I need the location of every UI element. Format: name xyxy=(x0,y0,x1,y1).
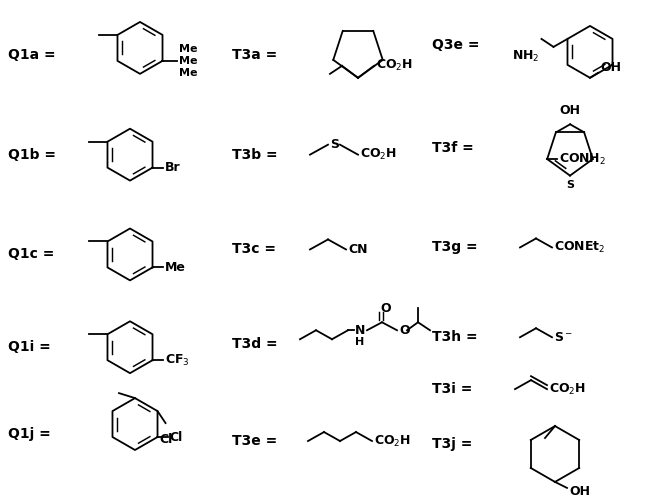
Text: T3a =: T3a = xyxy=(232,48,278,62)
Text: T3j =: T3j = xyxy=(432,437,472,451)
Text: O: O xyxy=(399,324,410,337)
Text: H: H xyxy=(355,337,365,347)
Text: Cl: Cl xyxy=(159,433,172,446)
Text: Me: Me xyxy=(165,261,185,274)
Text: Q1j =: Q1j = xyxy=(8,427,50,441)
Text: CO$_2$H: CO$_2$H xyxy=(360,147,397,162)
Text: T3f =: T3f = xyxy=(432,140,473,154)
Text: Me: Me xyxy=(179,68,197,78)
Text: S: S xyxy=(330,138,339,151)
Text: Q1a =: Q1a = xyxy=(8,48,56,62)
Text: Me: Me xyxy=(179,56,197,66)
Text: T3h =: T3h = xyxy=(432,330,477,344)
Text: Me: Me xyxy=(179,44,197,54)
Text: CN: CN xyxy=(348,243,367,256)
Text: CONH$_2$: CONH$_2$ xyxy=(559,152,606,166)
Text: Q1i =: Q1i = xyxy=(8,340,50,354)
Text: OH: OH xyxy=(600,62,621,74)
Text: T3c =: T3c = xyxy=(232,242,276,256)
Text: OH: OH xyxy=(560,104,580,117)
Text: Q1b =: Q1b = xyxy=(8,148,56,162)
Text: CO$_2$H: CO$_2$H xyxy=(549,382,586,396)
Text: T3b =: T3b = xyxy=(232,148,278,162)
Text: Cl: Cl xyxy=(169,430,183,444)
Text: T3g =: T3g = xyxy=(432,240,477,254)
Text: Br: Br xyxy=(165,161,180,174)
Text: T3e =: T3e = xyxy=(232,434,278,448)
Text: Q1c =: Q1c = xyxy=(8,248,54,262)
Text: S$^-$: S$^-$ xyxy=(554,330,573,344)
Text: CF$_3$: CF$_3$ xyxy=(165,352,189,368)
Text: NH$_2$: NH$_2$ xyxy=(512,50,539,64)
Text: CONEt$_2$: CONEt$_2$ xyxy=(554,240,606,255)
Text: N: N xyxy=(355,324,365,337)
Text: CO$_2$H: CO$_2$H xyxy=(374,434,411,448)
Text: T3i =: T3i = xyxy=(432,382,472,396)
Text: T3d =: T3d = xyxy=(232,337,278,351)
Text: Q3e =: Q3e = xyxy=(432,38,479,52)
Text: CO$_2$H: CO$_2$H xyxy=(376,58,413,74)
Text: S: S xyxy=(566,180,574,190)
Text: OH: OH xyxy=(569,486,590,498)
Text: O: O xyxy=(380,302,391,315)
